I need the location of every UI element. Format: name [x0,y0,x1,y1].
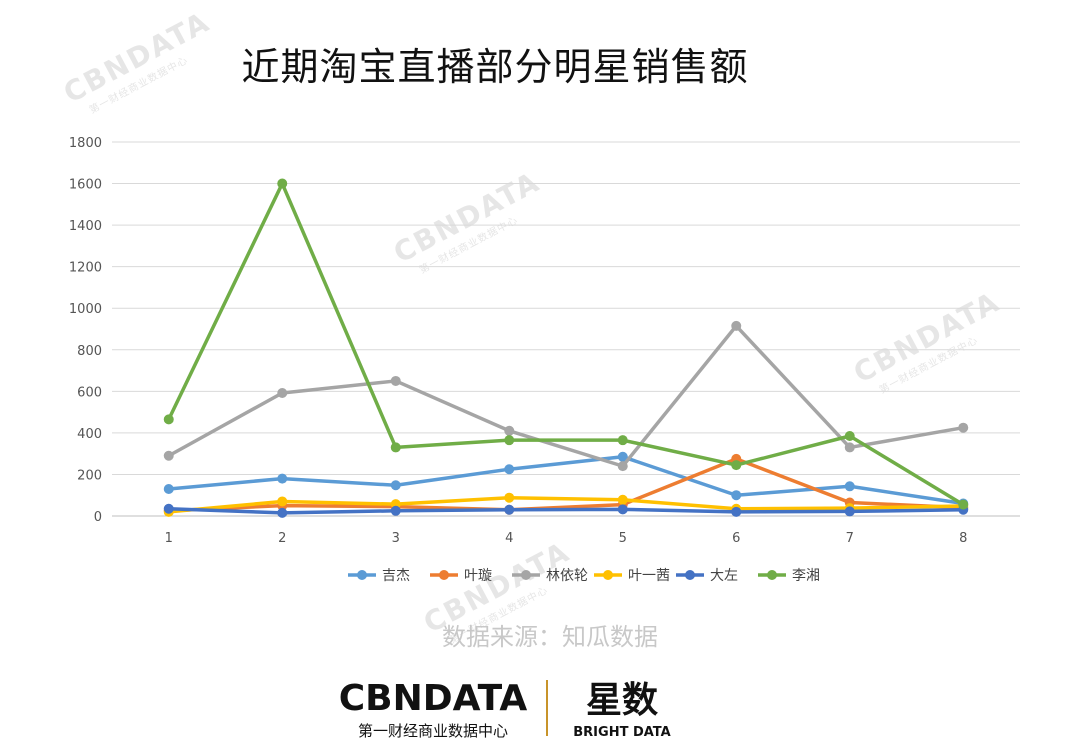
data-point [277,473,288,484]
legend-label: 林依轮 [546,568,588,584]
series-李湘 [163,178,969,510]
series-line [168,506,964,515]
series-line [167,324,964,468]
series-line [168,457,964,513]
data-point [277,496,288,507]
data-point [731,460,742,471]
xingshu-logo-sub: BRIGHT DATA [573,725,670,740]
data-point [731,506,742,517]
y-tick-label: 1600 [69,178,102,193]
data-point [163,503,174,514]
y-axis-ticks: 0 200 400 600 800 1000 1200 1400 1600 1800 [69,136,102,525]
legend-item: 吉杰 [348,568,410,584]
y-tick-label: 1200 [69,261,102,276]
footer-logos: CBNDATA 第一财经商业数据中心 星数 BRIGHT DATA [339,678,671,740]
cbndata-logo-sub: 第一财经商业数据中心 [358,722,508,740]
x-tick-label: 7 [846,531,854,546]
legend-label: 李湘 [792,568,820,584]
x-tick-label: 5 [619,531,627,546]
chart-title: 近期淘宝直播部分明星销售额 [241,45,749,89]
data-point [504,492,515,503]
y-tick-label: 200 [77,468,102,483]
legend-label: 叶璇 [464,568,492,584]
data-point [504,435,515,446]
y-tick-label: 400 [77,427,102,442]
legend-marker [439,570,449,580]
legend-item: 李湘 [758,568,820,584]
data-point [390,480,401,491]
legend-marker [521,570,531,580]
cbndata-logo: CBNDATA [339,678,528,719]
x-tick-label: 6 [732,531,740,546]
data-point [844,442,855,453]
y-tick-label: 0 [94,510,102,525]
data-point [617,435,628,446]
y-tick-label: 1800 [69,136,102,151]
data-point [277,507,288,518]
data-point [504,425,515,436]
y-tick-label: 600 [77,385,102,400]
series-林依轮 [163,320,969,472]
data-point [277,387,288,398]
series-line [168,495,964,514]
legend-item: 叶璇 [430,568,492,584]
series-lines [163,178,969,518]
data-point [390,442,401,453]
data-point [163,414,174,425]
legend: 吉杰 叶璇 林依轮 叶一茜 大左 李湘 [348,568,820,584]
data-point [617,461,628,472]
data-point [163,483,174,494]
y-tick-label: 800 [77,344,102,359]
x-tick-label: 4 [505,531,513,546]
legend-item: 大左 [676,568,738,584]
series-line [167,181,965,507]
y-tick-label: 1400 [69,219,102,234]
legend-item: 叶一茜 [594,568,670,584]
data-point [958,499,969,510]
legend-marker [685,570,695,580]
data-point [844,506,855,517]
x-axis-ticks: 1 2 3 4 5 6 7 8 [165,531,968,546]
data-point [617,451,628,462]
legend-label: 叶一茜 [628,568,670,584]
legend-marker [767,570,777,580]
data-point [390,505,401,516]
data-point [731,320,742,331]
x-tick-label: 1 [165,531,173,546]
data-point [844,431,855,442]
data-point [617,494,628,505]
data-point [504,504,515,515]
data-point [844,481,855,492]
y-tick-label: 1000 [69,302,102,317]
grid-lines [112,141,1020,517]
data-point [958,422,969,433]
x-tick-label: 8 [959,531,967,546]
legend-marker [357,570,367,580]
x-tick-label: 2 [278,531,286,546]
data-point [277,178,288,189]
line-chart: 0 200 400 600 800 1000 1200 1400 1600 1800 1 2 3 4 5 6… [69,136,1020,584]
logo-divider [546,680,548,736]
source-note: 数据来源：知瓜数据 [442,623,658,651]
x-tick-label: 3 [392,531,400,546]
legend-item: 林依轮 [512,568,588,584]
legend-marker [603,570,613,580]
data-point [390,375,401,386]
series-line [168,455,964,506]
data-point [731,490,742,501]
series-大左 [163,503,969,518]
legend-label: 吉杰 [382,568,410,584]
data-point [163,450,174,461]
xingshu-logo: 星数 [586,680,658,721]
legend-label: 大左 [710,568,738,584]
data-point [504,464,515,475]
data-point [617,504,628,515]
